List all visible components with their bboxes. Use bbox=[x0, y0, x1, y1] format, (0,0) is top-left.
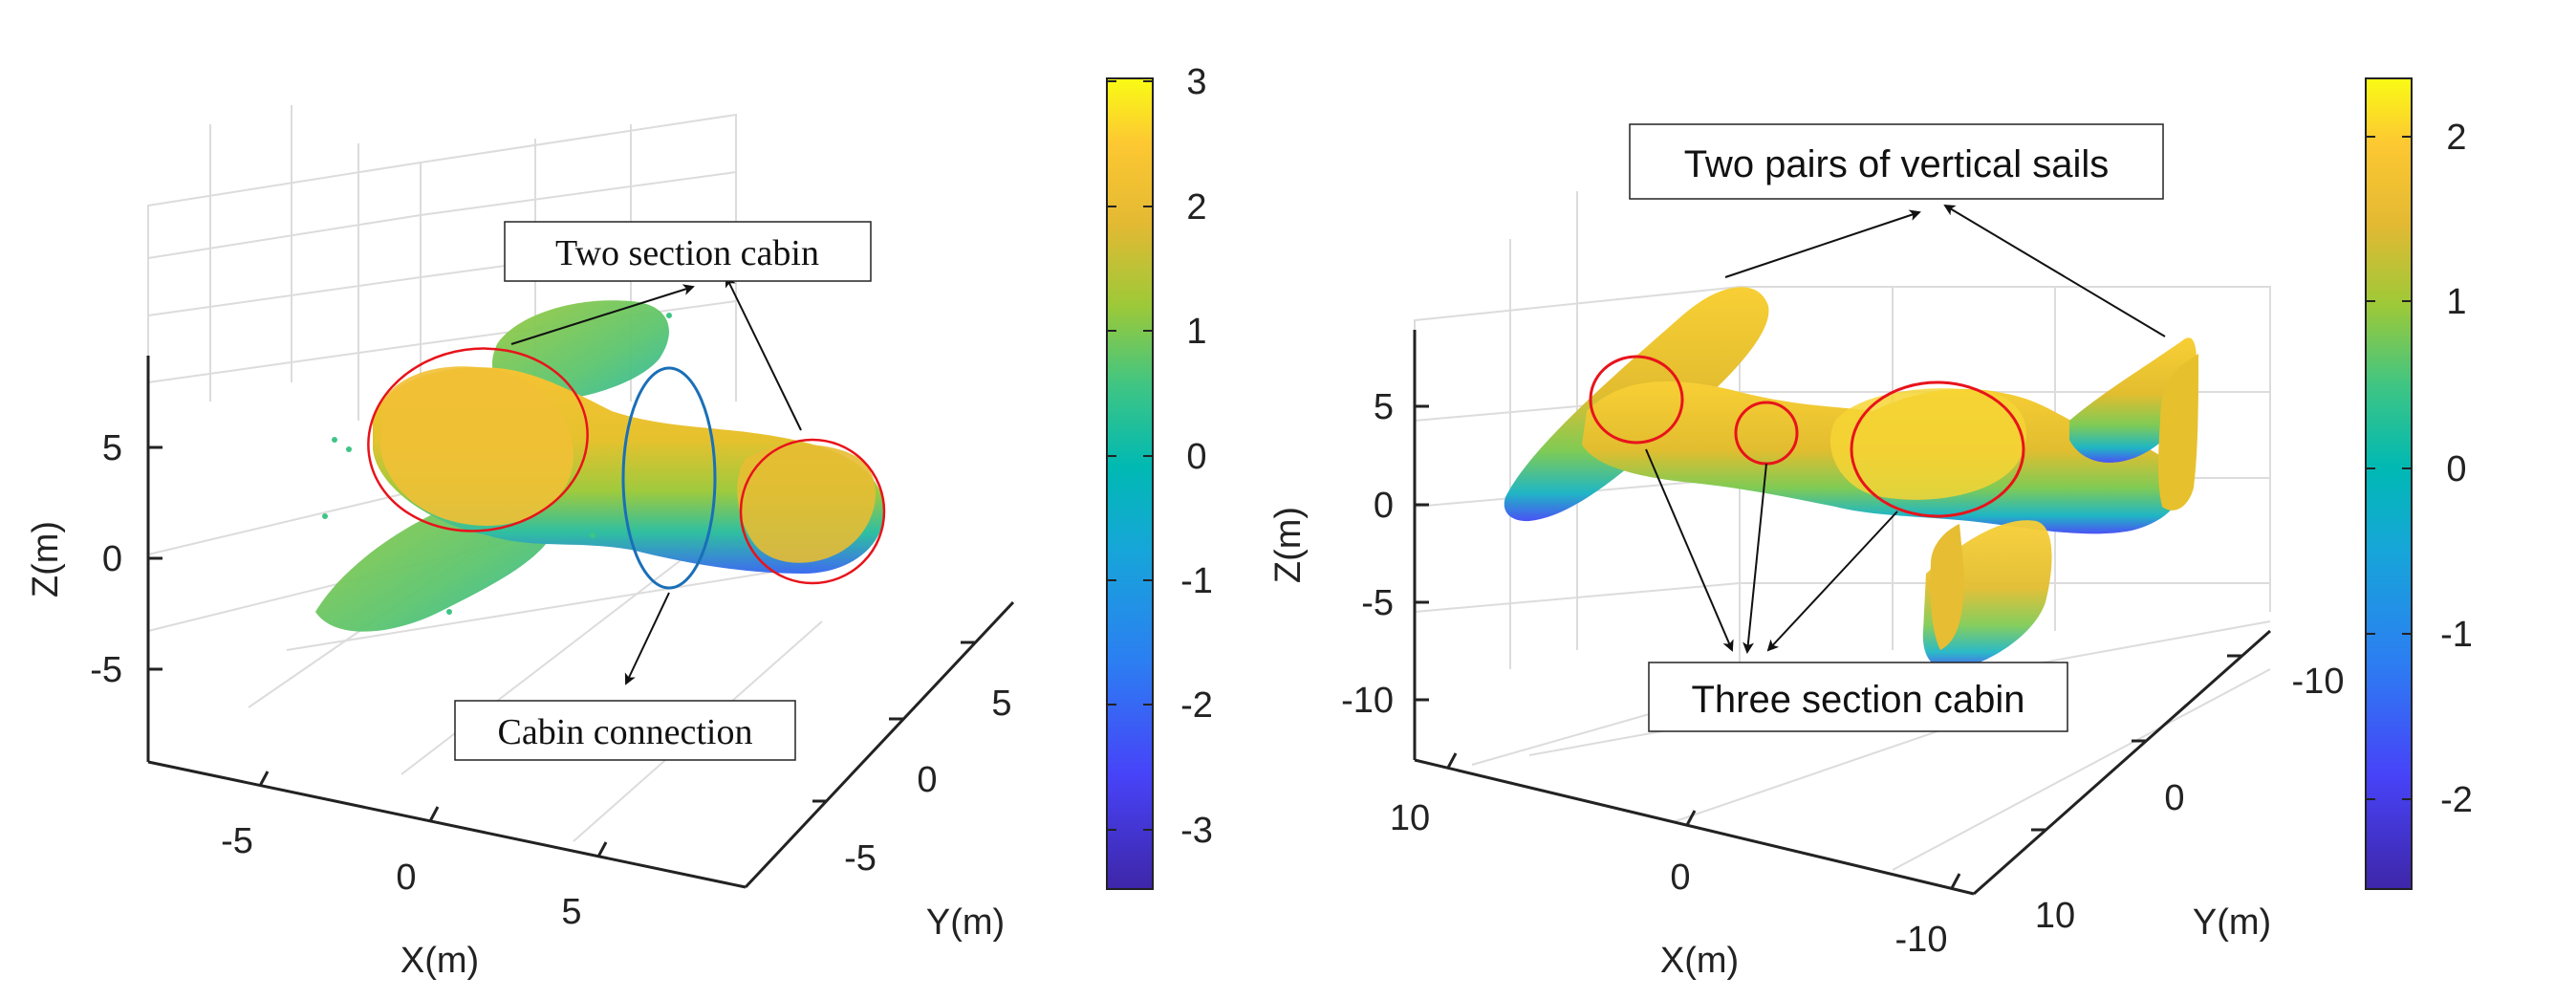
y-axis-label-left: Y(m) bbox=[926, 902, 1005, 943]
ellipse-three-section-1 bbox=[1589, 355, 1684, 445]
colorbar-right-tick-0: 2 bbox=[2446, 118, 2466, 158]
z-tick-right-1: 0 bbox=[1374, 486, 1394, 526]
colorbar-right-tick-4: -2 bbox=[2440, 780, 2473, 820]
annotation-box-cabin-connection bbox=[454, 700, 796, 761]
colorbar-left: 3 2 1 0 -1 -2 -3 bbox=[1106, 62, 1213, 890]
arrow-sails-2 bbox=[1943, 204, 2166, 337]
z-tick-right-2: -5 bbox=[1361, 583, 1394, 623]
z-axis-label-right: Z(m) bbox=[1268, 507, 1309, 583]
y-tick-left-2: 5 bbox=[991, 684, 1011, 724]
colorbar-left-tick-2: 1 bbox=[1186, 312, 1206, 352]
arrow-three-section-2 bbox=[1743, 463, 1767, 654]
arrow-two-section-1 bbox=[510, 284, 695, 345]
plot-right: Two pairs of vertical sails Three sectio… bbox=[1268, 77, 2473, 981]
ellipse-cabin-connection bbox=[621, 366, 717, 590]
plot-left: Two section cabin Cabin connection 5 0 -… bbox=[26, 62, 1213, 981]
ellipse-two-section-left bbox=[367, 347, 589, 532]
x-tick-right-2: -10 bbox=[1895, 920, 1948, 960]
grid-right bbox=[1414, 191, 2271, 871]
annotation-box-three-section bbox=[1648, 662, 2068, 732]
arrow-two-section-2 bbox=[725, 275, 802, 431]
annotation-two-pairs-sails: Two pairs of vertical sails bbox=[1684, 143, 2110, 185]
arrow-sails-1 bbox=[1724, 209, 1921, 278]
x-tick-left-1: 0 bbox=[396, 858, 416, 898]
y-tick-right-1: 0 bbox=[2164, 778, 2184, 818]
point-cloud-right bbox=[1504, 287, 2198, 670]
colorbar-left-tick-1: 2 bbox=[1186, 187, 1206, 228]
x-axis-label-right: X(m) bbox=[1660, 941, 1739, 981]
z-axis-label-left: Z(m) bbox=[26, 521, 66, 597]
colorbar-left-tick-5: -2 bbox=[1180, 685, 1213, 726]
y-tick-right-2: 10 bbox=[2035, 896, 2075, 936]
annotation-cabin-connection: Cabin connection bbox=[498, 712, 753, 752]
x-tick-left-2: 5 bbox=[561, 892, 581, 932]
arrow-cabin-connection bbox=[624, 592, 670, 685]
y-axis-label-right: Y(m) bbox=[2193, 902, 2271, 943]
x-tick-right-1: 0 bbox=[1670, 858, 1690, 898]
colorbar-left-tick-3: 0 bbox=[1186, 437, 1206, 477]
ellipse-three-section-3 bbox=[1850, 380, 2025, 518]
annotation-box-sails bbox=[1629, 123, 2164, 200]
colorbar-right-tick-2: 0 bbox=[2446, 449, 2466, 489]
colorbar-right-tick-3: -1 bbox=[2440, 615, 2473, 655]
y-tick-right-0: -10 bbox=[2292, 662, 2345, 702]
annotation-two-section-cabin: Two section cabin bbox=[555, 233, 819, 273]
z-tick-left-2: -5 bbox=[90, 650, 122, 690]
point-cloud-left bbox=[315, 300, 885, 632]
z-tick-left-0: 5 bbox=[102, 428, 122, 468]
z-tick-left-1: 0 bbox=[102, 539, 122, 579]
x-tick-left-0: -5 bbox=[221, 821, 253, 861]
colorbar-left-tick-0: 3 bbox=[1186, 62, 1206, 102]
ellipse-two-section-right bbox=[739, 438, 886, 585]
z-tick-right-0: 5 bbox=[1374, 387, 1394, 427]
y-tick-left-1: 0 bbox=[917, 760, 937, 800]
x-tick-right-0: 10 bbox=[1390, 798, 1430, 838]
z-tick-right-3: -10 bbox=[1341, 681, 1394, 721]
axes-right bbox=[1413, 330, 2271, 896]
x-axis-label-left: X(m) bbox=[400, 941, 479, 981]
arrow-three-section-1 bbox=[1645, 448, 1734, 652]
colorbar-left-tick-4: -1 bbox=[1180, 561, 1213, 601]
colorbar-right: 2 1 0 -1 -2 bbox=[2365, 77, 2473, 890]
colorbar-left-tick-6: -3 bbox=[1180, 811, 1213, 851]
annotation-three-section-cabin: Three section cabin bbox=[1691, 679, 2024, 721]
annotation-box-two-section bbox=[504, 221, 872, 282]
arrow-three-section-3 bbox=[1766, 510, 1898, 652]
colorbar-right-tick-1: 1 bbox=[2446, 282, 2466, 322]
y-tick-left-0: -5 bbox=[844, 838, 877, 879]
